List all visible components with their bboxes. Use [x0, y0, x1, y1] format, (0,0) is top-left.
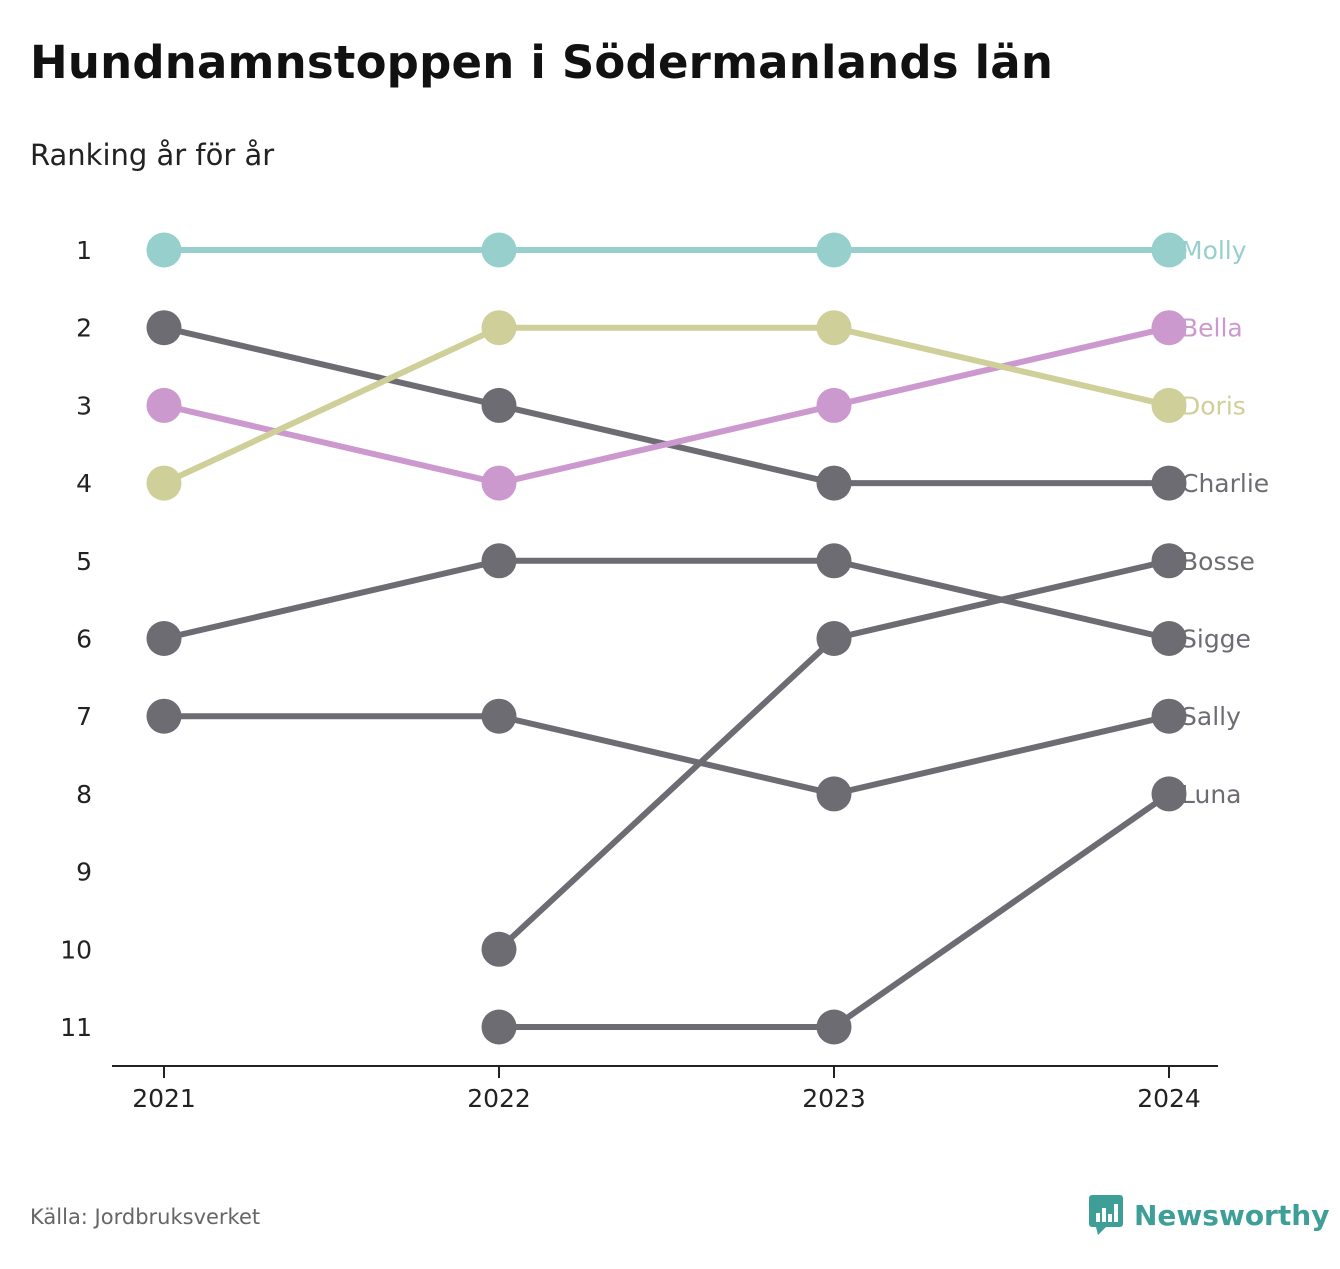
data-point	[481, 931, 517, 967]
y-tick-label: 5	[76, 547, 92, 576]
series-charlie: Charlie	[146, 310, 1269, 501]
y-tick-label: 1	[76, 236, 92, 265]
data-point	[816, 776, 852, 812]
chart-subtitle: Ranking år för år	[30, 138, 275, 172]
data-point	[1151, 232, 1187, 268]
x-tick-label: 2023	[802, 1084, 866, 1113]
data-point	[481, 543, 517, 579]
y-tick-label: 10	[60, 935, 92, 964]
series-end-label: Doris	[1181, 391, 1246, 420]
series-end-label: Luna	[1181, 780, 1242, 809]
series-sigge: Sigge	[146, 543, 1251, 656]
data-point	[146, 621, 182, 656]
series-molly: Molly	[146, 232, 1247, 268]
data-point	[816, 621, 852, 656]
data-point	[481, 1009, 517, 1045]
y-tick-label: 6	[76, 625, 92, 654]
data-point	[1151, 310, 1187, 346]
series-line	[161, 713, 1172, 797]
series-bella: Bella	[146, 310, 1243, 501]
data-point	[1151, 776, 1187, 812]
y-tick-label: 2	[76, 314, 92, 343]
y-tick-label: 3	[76, 391, 92, 420]
series-line	[161, 324, 1172, 487]
data-point	[481, 310, 517, 346]
data-point	[1151, 698, 1187, 734]
data-point	[1151, 387, 1187, 423]
series-sally: Sally	[146, 698, 1241, 812]
series-luna: Luna	[481, 776, 1242, 1045]
data-point	[146, 698, 182, 734]
series-end-label: Molly	[1181, 236, 1247, 265]
brand-name: Newsworthy	[1134, 1198, 1330, 1232]
y-tick-label: 4	[76, 469, 92, 498]
series-end-label: Sally	[1181, 702, 1241, 731]
data-point	[1151, 621, 1187, 656]
data-point	[816, 1009, 852, 1045]
series-line	[161, 324, 1172, 487]
series-line	[496, 557, 1172, 953]
data-point	[1151, 543, 1187, 579]
series-doris: Doris	[146, 310, 1246, 501]
newsworthy-logo-icon	[1089, 1195, 1123, 1235]
series-bosse: Bosse	[481, 543, 1255, 967]
data-point	[146, 387, 182, 423]
series-end-label: Bella	[1181, 314, 1243, 343]
data-point	[146, 310, 182, 346]
y-tick-label: 11	[60, 1013, 92, 1042]
y-tick-label: 7	[76, 702, 92, 731]
series-line	[161, 557, 1172, 642]
data-point	[481, 232, 517, 268]
brand-logo: Newsworthy	[1088, 1194, 1329, 1236]
series-line	[496, 790, 1172, 1030]
data-point	[481, 465, 517, 501]
series-line	[161, 324, 1172, 487]
data-point	[816, 543, 852, 579]
chart-title: Hundnamnstoppen i Södermanlands län	[30, 36, 1054, 89]
series-end-label: Sigge	[1181, 625, 1251, 654]
data-point	[816, 387, 852, 423]
data-point	[1151, 465, 1187, 501]
series-end-label: Bosse	[1181, 547, 1255, 576]
x-tick-label: 2021	[132, 1084, 196, 1113]
x-tick-label: 2024	[1137, 1084, 1201, 1113]
data-point	[816, 232, 852, 268]
data-point	[481, 387, 517, 423]
series-end-label: Charlie	[1181, 469, 1269, 498]
x-tick-label: 2022	[467, 1084, 531, 1113]
data-point	[481, 698, 517, 734]
data-point	[146, 465, 182, 501]
data-point	[146, 232, 182, 268]
y-tick-label: 9	[76, 858, 92, 887]
y-tick-label: 8	[76, 780, 92, 809]
data-point	[816, 465, 852, 501]
data-point	[816, 310, 852, 346]
source-note: Källa: Jordbruksverket	[30, 1205, 261, 1229]
